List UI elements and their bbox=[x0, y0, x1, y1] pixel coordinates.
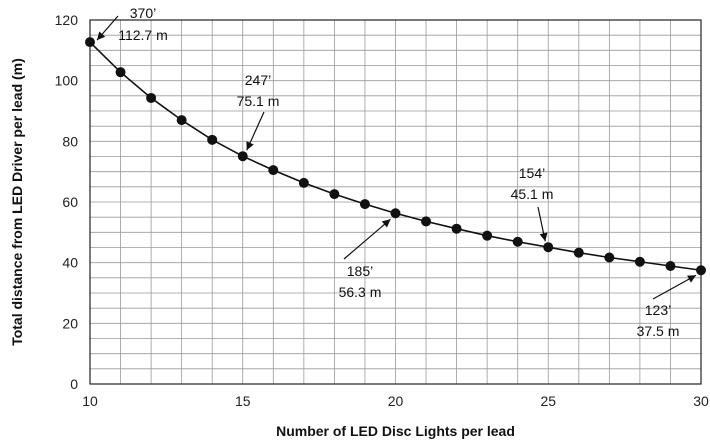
data-point bbox=[85, 37, 95, 48]
y-tick-label: 20 bbox=[62, 315, 78, 331]
annotation-label-meters: 75.1 m bbox=[237, 93, 280, 109]
annotation-label-feet: 370’ bbox=[130, 5, 156, 21]
data-point bbox=[237, 151, 248, 162]
plot-frame bbox=[89, 19, 702, 385]
x-axis-title: Number of LED Disc Lights per lead bbox=[276, 423, 515, 439]
data-point bbox=[573, 247, 584, 258]
annotation-arrowhead bbox=[539, 232, 548, 242]
annotation-label-meters: 56.3 m bbox=[339, 284, 382, 300]
annotation-label-feet: 154’ bbox=[519, 165, 545, 181]
data-point bbox=[421, 216, 432, 227]
annotation-label-meters: 45.1 m bbox=[511, 186, 554, 202]
annotation: 123’ 37.5 m bbox=[637, 274, 697, 339]
x-tick-label: 10 bbox=[82, 393, 98, 409]
data-point bbox=[604, 252, 615, 263]
x-tick-label: 25 bbox=[540, 393, 556, 409]
data-point bbox=[268, 165, 279, 176]
data-point bbox=[115, 67, 126, 78]
data-point bbox=[543, 242, 554, 253]
x-tick-label: 20 bbox=[388, 393, 404, 409]
annotation: 185’ 56.3 m bbox=[339, 218, 391, 300]
data-point bbox=[390, 208, 401, 219]
y-tick-label: 80 bbox=[62, 133, 78, 149]
y-tick-label: 0 bbox=[70, 376, 78, 392]
y-tick-label: 40 bbox=[62, 255, 78, 271]
data-point bbox=[512, 236, 523, 247]
annotation-arrow bbox=[343, 218, 391, 260]
y-tick-label: 60 bbox=[62, 194, 78, 210]
x-tick-label: 30 bbox=[693, 393, 709, 409]
annotation-label-feet: 123’ bbox=[645, 302, 671, 318]
annotation-label-meters: 37.5 m bbox=[637, 323, 680, 339]
y-tick-label: 100 bbox=[55, 73, 79, 89]
data-point bbox=[665, 261, 676, 272]
annotation: 370’ 112.7 m bbox=[96, 5, 168, 43]
data-point bbox=[146, 92, 157, 103]
data-points bbox=[85, 37, 706, 276]
annotation-arrowhead bbox=[687, 275, 696, 283]
annotation-arrowhead bbox=[381, 219, 391, 228]
annotation-label-meters: 112.7 m bbox=[118, 27, 168, 43]
data-point bbox=[634, 256, 645, 267]
annotation-arrow bbox=[652, 274, 697, 300]
annotation-label-feet: 185’ bbox=[347, 263, 373, 279]
annotations: 370’ 112.7 m 247’ 75.1 m 185’ 56.3 m 154’ 45.1 … bbox=[96, 5, 697, 339]
annotation: 247’ 75.1 m bbox=[237, 72, 280, 151]
annotation-arrowhead bbox=[97, 31, 106, 41]
grid bbox=[89, 19, 702, 385]
y-tick-label: 120 bbox=[55, 12, 79, 28]
data-point bbox=[359, 199, 370, 210]
data-point bbox=[329, 189, 340, 200]
data-point bbox=[696, 265, 706, 276]
data-point bbox=[482, 230, 493, 241]
data-point bbox=[298, 177, 309, 188]
data-point bbox=[207, 134, 218, 145]
x-tick-label: 15 bbox=[235, 393, 251, 409]
y-axis-title: Total distance from LED Driver per lead … bbox=[9, 58, 25, 346]
data-point bbox=[176, 115, 187, 126]
annotation-arrowhead bbox=[246, 141, 254, 151]
x-tick-labels: 10 15 20 25 30 bbox=[82, 393, 709, 409]
y-tick-labels: 0 20 40 60 80 100 120 bbox=[55, 12, 79, 392]
data-point bbox=[451, 223, 462, 234]
annotation-label-feet: 247’ bbox=[245, 72, 271, 88]
annotation: 154’ 45.1 m bbox=[511, 165, 554, 242]
